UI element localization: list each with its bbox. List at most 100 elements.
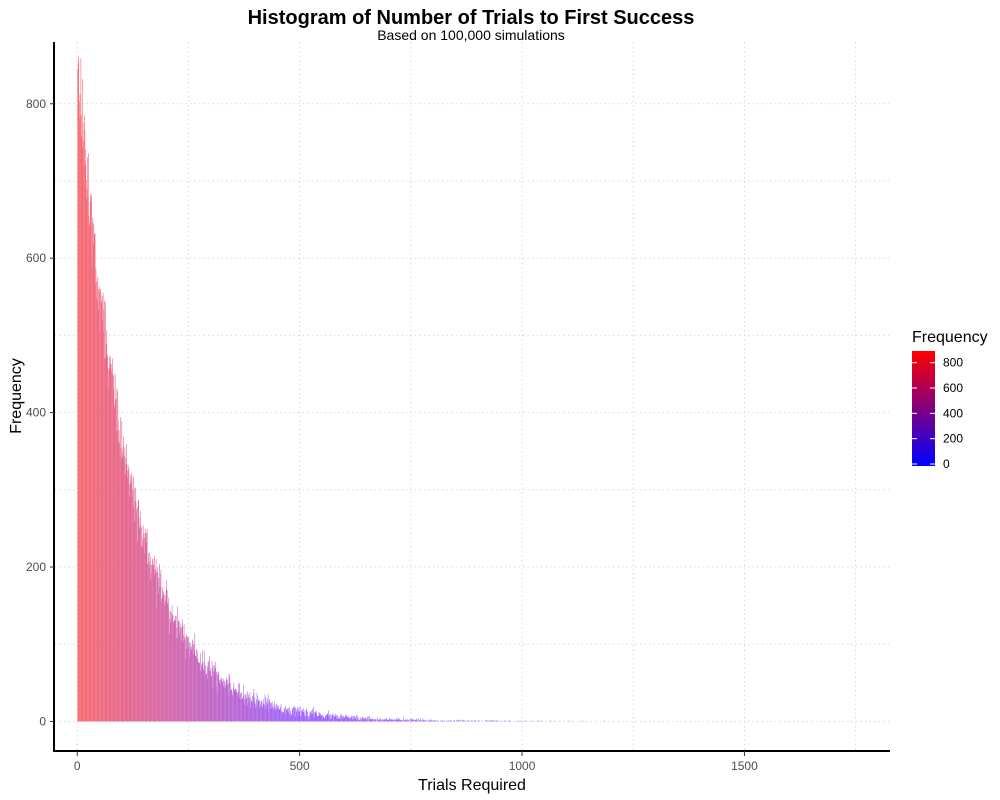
histogram-bar	[480, 720, 482, 722]
histogram-bar	[181, 640, 183, 722]
histogram-bar	[91, 265, 93, 722]
histogram-bar	[135, 501, 137, 722]
histogram-bar	[408, 720, 410, 722]
histogram-bar	[366, 719, 368, 722]
histogram-bar	[403, 717, 404, 722]
histogram-bar	[379, 718, 381, 722]
histogram-bar	[381, 719, 382, 722]
histogram-bar	[227, 685, 228, 722]
histogram-bar	[248, 702, 250, 722]
histogram-bar	[161, 598, 163, 722]
histogram-bar	[328, 710, 329, 722]
histogram-bar	[81, 114, 82, 722]
histogram-bar	[371, 719, 373, 722]
histogram-bar	[236, 691, 237, 722]
histogram-bar	[393, 720, 395, 722]
histogram-bar	[120, 448, 122, 722]
histogram-bar	[360, 719, 362, 722]
histogram-bar	[407, 719, 409, 722]
histogram-bar	[258, 707, 260, 722]
histogram-bar	[109, 357, 110, 722]
histogram-bar	[398, 720, 399, 722]
histogram-bar	[121, 458, 122, 722]
histogram-bar	[247, 691, 248, 722]
histogram-bar	[375, 719, 376, 722]
histogram-bar	[385, 718, 387, 722]
histogram-bar	[271, 701, 273, 722]
histogram-bar	[433, 719, 435, 722]
histogram-bar	[447, 720, 449, 722]
histogram-bar	[96, 281, 98, 722]
histogram-bar	[275, 706, 276, 722]
histogram-bar	[400, 720, 402, 722]
histogram-bar	[97, 300, 98, 722]
histogram-bar	[211, 661, 213, 722]
histogram-bar	[423, 720, 424, 722]
histogram-bar	[374, 719, 375, 722]
histogram-bar	[429, 720, 431, 722]
histogram-bar	[350, 719, 352, 722]
histogram-bar	[226, 677, 227, 722]
histogram-bar	[388, 719, 389, 722]
histogram-bar	[172, 614, 174, 722]
histogram-bar	[416, 720, 418, 722]
histogram-bar	[261, 701, 263, 722]
histogram-bar	[348, 716, 349, 722]
histogram-bar	[336, 719, 338, 722]
histogram-bars	[77, 56, 605, 722]
histogram-bar	[102, 292, 104, 722]
histogram-bar	[109, 368, 111, 722]
histogram-bar	[305, 719, 306, 722]
histogram-bar	[361, 719, 363, 722]
histogram-bar	[110, 364, 111, 722]
histogram-bar	[77, 69, 79, 722]
histogram-bar	[294, 716, 296, 722]
legend-colorbar	[912, 351, 935, 466]
histogram-bar	[353, 718, 355, 722]
histogram-bar	[206, 666, 208, 722]
histogram-bar	[456, 719, 458, 722]
histogram-bar	[278, 705, 280, 722]
histogram-bar	[177, 621, 179, 722]
histogram-bar	[365, 719, 367, 722]
histogram-bar	[343, 716, 344, 722]
histogram-bar	[342, 715, 344, 722]
histogram-bar	[215, 668, 216, 722]
histogram-bar	[160, 570, 162, 722]
histogram-bar	[321, 715, 322, 722]
histogram-bar	[479, 720, 480, 722]
histogram-bar	[104, 300, 105, 722]
histogram-bar	[491, 719, 492, 722]
histogram-bar	[256, 706, 257, 722]
histogram-bar	[267, 694, 269, 722]
histogram-bar	[94, 233, 96, 722]
histogram-bar	[289, 713, 291, 722]
histogram-bar	[477, 720, 478, 722]
histogram-bar	[198, 661, 199, 722]
histogram-bar	[354, 716, 355, 722]
histogram-bar	[287, 712, 289, 722]
histogram-bar	[132, 496, 133, 722]
histogram-bar	[108, 388, 109, 722]
histogram-bar	[144, 553, 145, 722]
histogram-bar	[207, 661, 209, 722]
histogram-bar	[339, 719, 340, 722]
histogram-bar	[302, 708, 304, 722]
histogram-bar	[347, 718, 349, 722]
histogram-bar	[284, 709, 285, 722]
histogram-bar	[106, 329, 107, 722]
histogram-bar	[283, 712, 285, 722]
histogram-bar	[189, 643, 191, 722]
histogram-bar	[292, 709, 293, 722]
histogram-bar	[486, 719, 487, 722]
histogram-bar	[541, 720, 542, 722]
histogram-bar	[379, 718, 381, 722]
histogram-bar	[137, 506, 138, 722]
histogram-bar	[253, 692, 254, 722]
histogram-bar	[300, 716, 301, 722]
histogram-bar	[235, 689, 236, 722]
y-tick-label: 600	[26, 251, 46, 265]
histogram-bar	[180, 631, 181, 722]
histogram-bar	[257, 695, 258, 722]
histogram-bar	[155, 569, 156, 722]
